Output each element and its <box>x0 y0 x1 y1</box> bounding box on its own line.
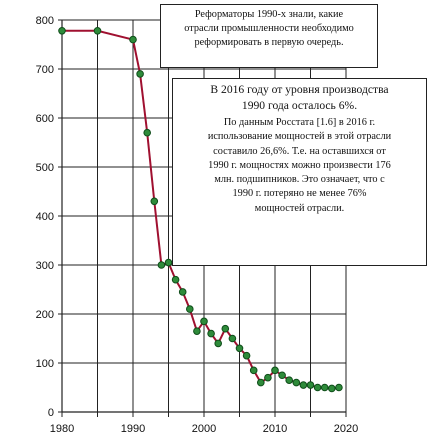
data-point <box>265 374 272 381</box>
data-point <box>243 352 250 359</box>
data-point <box>172 276 179 283</box>
data-point <box>329 385 336 392</box>
annotation-main-body-line: млн. подшипников. Это означает, что с <box>179 173 420 187</box>
annotation-main-body-line: мощностей отрасли. <box>179 202 420 216</box>
y-tick-label: 700 <box>36 64 54 76</box>
x-tick-labels: 1980 1990 2000 2010 2020 <box>50 423 358 435</box>
data-point <box>272 367 279 374</box>
data-point <box>94 27 101 34</box>
annotation-main-heading-line: 1990 года осталось 6%. <box>179 98 420 114</box>
data-point <box>300 382 307 389</box>
data-point <box>321 384 328 391</box>
y-tick-label: 0 <box>48 407 54 419</box>
data-point <box>215 340 222 347</box>
annotation-main-body: По данным Росстата [1.6] в 2016 г. испол… <box>179 116 420 216</box>
y-tick-label: 400 <box>36 211 54 223</box>
data-point <box>59 27 66 34</box>
x-tick-label: 1990 <box>121 423 145 435</box>
annotation-top-line: отрасли промышленности необходимо <box>167 22 371 36</box>
data-point <box>130 36 137 43</box>
data-point <box>229 335 236 342</box>
data-point <box>137 71 144 78</box>
data-point <box>165 259 172 266</box>
annotation-main-body-line: По данным Росстата [1.6] в 2016 г. <box>179 116 420 130</box>
annotation-top-line: реформировать в первую очередь. <box>167 36 371 50</box>
data-point <box>258 379 265 386</box>
annotation-main-body-line: составило 26,6%. Т.е. на оставшихся от <box>179 145 420 159</box>
data-point <box>250 367 257 374</box>
data-point <box>208 330 215 337</box>
y-tick-label: 200 <box>36 309 54 321</box>
annotation-main: В 2016 году от уровня производства 1990 … <box>172 78 427 266</box>
data-point <box>201 318 208 325</box>
annotation-top-line: Реформаторы 1990-х знали, какие <box>167 8 371 22</box>
annotation-main-body-line: 1990 г. потеряно не менее 76% <box>179 187 420 201</box>
x-tick-label: 2020 <box>334 423 358 435</box>
data-point <box>314 384 321 391</box>
data-point <box>194 328 201 335</box>
data-point <box>236 345 243 352</box>
y-tick-label: 100 <box>36 358 54 370</box>
annotation-main-heading: В 2016 году от уровня производства 1990 … <box>179 82 420 114</box>
annotation-main-body-line: использование мощностей в этой отрасли <box>179 130 420 144</box>
x-tick-label: 2010 <box>263 423 287 435</box>
y-tick-label: 600 <box>36 113 54 125</box>
annotation-main-body-line: 1990 г. мощностях можно произвести 176 <box>179 159 420 173</box>
y-tick-labels: 0 100 200 300 400 500 600 700 800 <box>36 15 54 419</box>
y-tick-label: 300 <box>36 260 54 272</box>
y-tick-label: 500 <box>36 162 54 174</box>
data-point <box>222 325 229 332</box>
data-point <box>286 377 293 384</box>
data-point <box>151 198 158 205</box>
data-point <box>336 384 343 391</box>
data-point <box>179 289 186 296</box>
data-point <box>187 306 194 313</box>
data-point <box>293 379 300 386</box>
data-point <box>144 129 151 136</box>
x-tick-label: 1980 <box>50 423 74 435</box>
y-tick-label: 800 <box>36 15 54 27</box>
data-point <box>158 262 165 269</box>
annotation-main-heading-line: В 2016 году от уровня производства <box>179 82 420 98</box>
data-point <box>307 382 314 389</box>
annotation-top: Реформаторы 1990-х знали, какие отрасли … <box>160 4 378 68</box>
data-point <box>279 372 286 379</box>
x-tick-label: 2000 <box>192 423 216 435</box>
